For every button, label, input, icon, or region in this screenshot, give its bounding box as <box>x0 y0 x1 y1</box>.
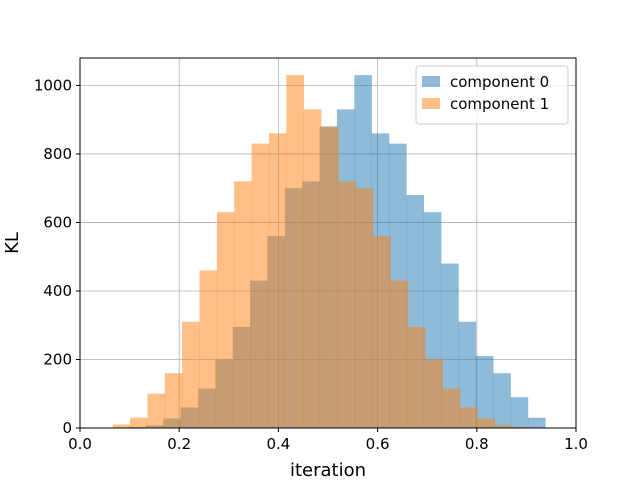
y-tick-label: 1000 <box>34 76 72 94</box>
histogram-bar-component-1 <box>182 321 200 428</box>
legend-swatch-component-1 <box>422 98 440 109</box>
histogram-bar-component-1 <box>321 126 339 428</box>
histogram-bar-component-1 <box>268 133 287 429</box>
histogram-bar-component-0 <box>527 417 546 428</box>
histogram-bar-component-1 <box>355 188 374 428</box>
histogram-bar-component-0 <box>493 373 511 428</box>
histogram-bar-component-1 <box>459 407 478 428</box>
histogram-bar-component-0 <box>441 263 459 428</box>
x-tick-label: 0.8 <box>465 435 489 453</box>
x-tick-label: 0.4 <box>266 435 290 453</box>
histogram-bar-component-0 <box>458 321 477 428</box>
legend-label-component-1: component 1 <box>450 95 549 113</box>
histogram-bar-component-1 <box>147 393 166 428</box>
histogram-bar-component-1 <box>512 426 530 428</box>
histogram-bar-component-1 <box>199 270 218 428</box>
histogram-bar-component-0 <box>510 397 529 428</box>
legend: component 0 component 1 <box>415 65 569 125</box>
histogram-bar-component-1 <box>112 424 131 428</box>
histogram-bar-component-1 <box>216 212 235 428</box>
axes-frame <box>79 57 577 429</box>
histogram-bar-component-1 <box>373 236 391 428</box>
y-tick-label: 0 <box>62 419 72 437</box>
histogram-bar-component-1 <box>442 388 461 428</box>
legend-label-component-0: component 0 <box>450 73 549 91</box>
ticks: 0.0 0.2 0.4 0.6 0.8 1.0 0 200 400 600 800 1000 <box>34 76 588 453</box>
histogram-bar-component-1 <box>477 418 495 428</box>
histogram-bar-component-1 <box>390 280 409 428</box>
histogram-bar-component-1 <box>130 417 148 428</box>
histogram-bar-component-1 <box>425 359 443 428</box>
legend-box <box>415 65 569 125</box>
histogram-bar-component-1 <box>251 143 270 429</box>
y-tick-label: 800 <box>43 145 72 163</box>
x-tick-label: 0.0 <box>68 435 92 453</box>
histogram-bar-component-1 <box>164 373 183 428</box>
histogram-bar-component-0 <box>475 356 494 428</box>
y-tick-label: 600 <box>43 213 72 231</box>
histogram-bar-component-1 <box>338 181 357 428</box>
histogram-bar-component-1 <box>407 326 426 428</box>
y-axis-label: KL <box>2 232 23 254</box>
histogram-bar-component-1 <box>234 181 252 428</box>
histogram-bars <box>112 75 546 429</box>
histogram-bar-component-1 <box>303 109 322 428</box>
legend-swatch-component-0 <box>422 76 440 87</box>
y-tick-label: 200 <box>43 350 72 368</box>
x-tick-label: 0.6 <box>366 435 390 453</box>
x-tick-label: 0.2 <box>167 435 191 453</box>
histogram-bar-component-1 <box>494 425 513 428</box>
histogram-bar-component-1 <box>286 75 304 428</box>
y-tick-label: 400 <box>43 282 72 300</box>
x-tick-label: 1.0 <box>564 435 588 453</box>
x-axis-label: iteration <box>290 460 366 480</box>
